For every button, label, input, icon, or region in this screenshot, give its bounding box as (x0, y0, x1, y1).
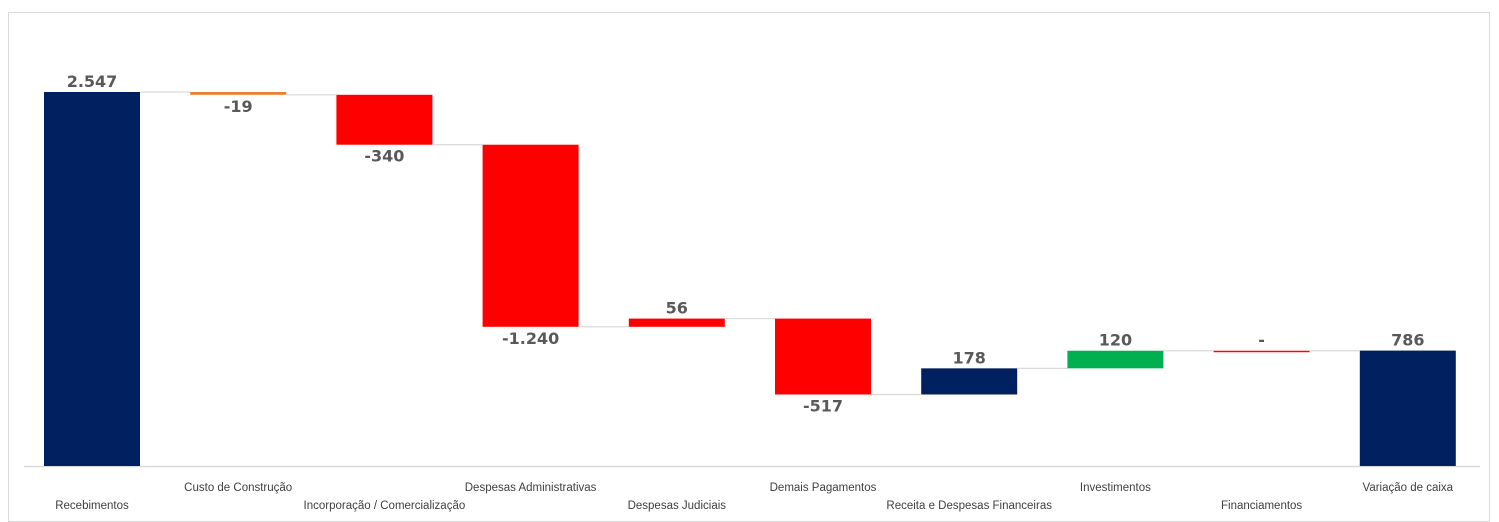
data-label-4: 56 (666, 299, 688, 318)
category-label-2: Incorporação / Comercialização (304, 500, 466, 512)
data-label-8: - (1258, 331, 1265, 350)
category-label-8: Financiamentos (1221, 500, 1302, 512)
category-label-0: Recebimentos (55, 500, 129, 512)
category-label-1: Custo de Construção (184, 482, 292, 494)
data-label-0: 2.547 (67, 72, 118, 91)
data-label-6: 178 (952, 348, 985, 367)
bar-9 (1359, 350, 1456, 466)
data-label-5: -517 (803, 396, 843, 415)
bar-6 (921, 368, 1018, 395)
data-label-3: -1.240 (502, 329, 559, 348)
category-label-7: Investimentos (1080, 482, 1151, 494)
bar-0 (44, 92, 140, 466)
category-label-5: Demais Pagamentos (770, 482, 877, 494)
bar-8 (1213, 350, 1310, 353)
bar-2 (336, 94, 433, 145)
data-label-2: -340 (364, 147, 404, 166)
bar-3 (482, 144, 579, 327)
data-label-9: 786 (1391, 331, 1424, 350)
category-label-6: Receita e Despesas Financeiras (886, 500, 1052, 512)
data-label-1: -19 (224, 97, 253, 116)
bar-4 (628, 318, 725, 327)
category-label-9: Variação de caixa (1363, 482, 1454, 494)
data-label-7: 120 (1099, 331, 1132, 350)
category-label-3: Despesas Administrativas (465, 482, 597, 494)
bar-5 (775, 318, 871, 395)
chart-frame (8, 12, 1490, 522)
bar-7 (1067, 350, 1164, 369)
category-label-4: Despesas Judiciais (628, 500, 727, 512)
bar-1 (190, 92, 287, 95)
